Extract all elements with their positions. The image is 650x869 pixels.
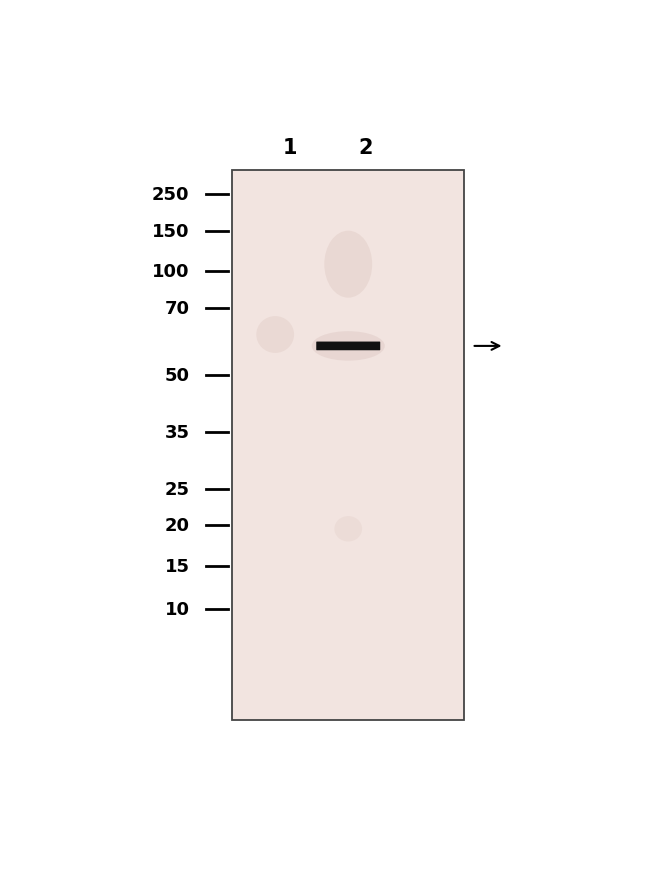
Text: 50: 50 xyxy=(164,367,190,384)
Text: 100: 100 xyxy=(152,262,190,281)
Text: 250: 250 xyxy=(152,186,190,203)
Text: 2: 2 xyxy=(359,138,373,158)
Ellipse shape xyxy=(256,316,294,354)
Text: 10: 10 xyxy=(164,600,190,619)
Text: 20: 20 xyxy=(164,517,190,534)
FancyBboxPatch shape xyxy=(317,342,380,351)
Text: 150: 150 xyxy=(152,222,190,241)
Text: 1: 1 xyxy=(283,138,298,158)
Ellipse shape xyxy=(312,332,385,362)
Text: 35: 35 xyxy=(164,423,190,441)
Text: 15: 15 xyxy=(164,557,190,575)
Text: 70: 70 xyxy=(164,300,190,317)
Ellipse shape xyxy=(334,516,362,542)
Ellipse shape xyxy=(324,231,372,298)
Bar xyxy=(233,171,464,720)
Text: 25: 25 xyxy=(164,480,190,498)
